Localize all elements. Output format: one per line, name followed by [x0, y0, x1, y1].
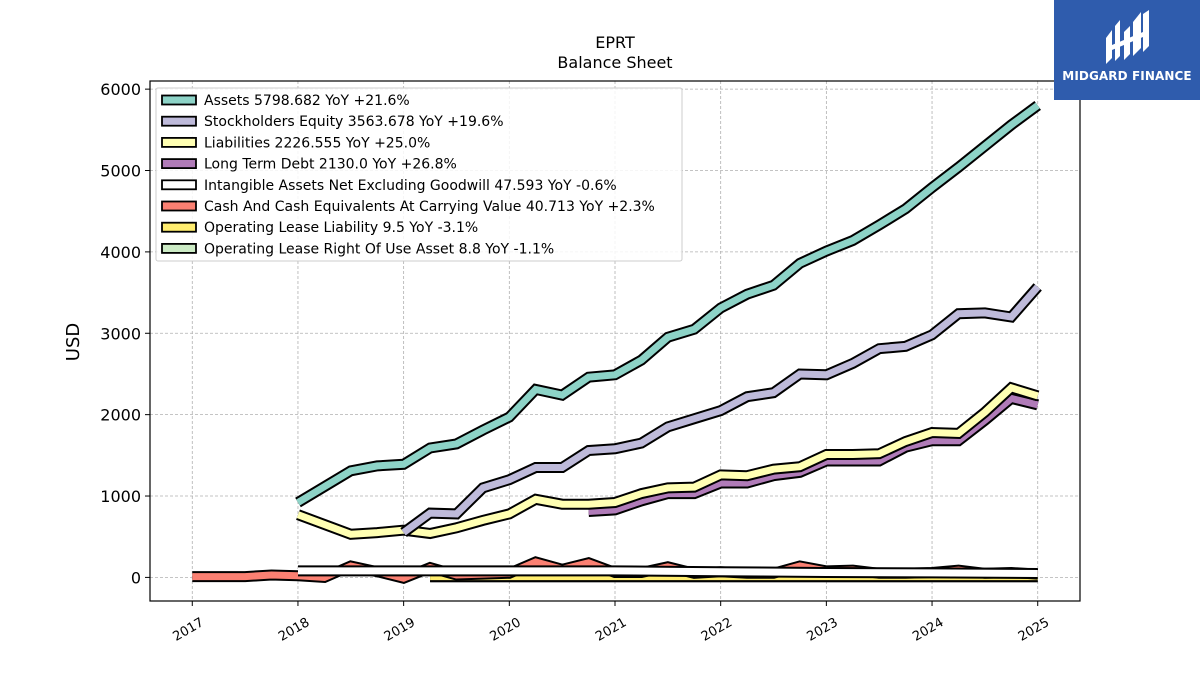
- legend-swatch: [161, 221, 197, 233]
- series-line-fill: [296, 383, 1039, 538]
- x-tick-label: 2018: [276, 615, 312, 645]
- x-tick-label: 2024: [910, 615, 946, 645]
- legend-entry: Operating Lease Liability 9.5 YoY -3.1%: [204, 220, 478, 236]
- x-tick-label: 2019: [382, 615, 418, 645]
- legend-swatch: [161, 200, 197, 212]
- x-tick-label: 2017: [170, 615, 206, 645]
- y-tick-label: 1000: [100, 487, 141, 506]
- legend-entry: Operating Lease Right Of Use Asset 8.8 Y…: [204, 241, 554, 257]
- x-tick-label: 2021: [593, 615, 629, 645]
- y-axis-label: USD: [63, 323, 84, 361]
- series-line: [296, 381, 1040, 540]
- legend-entry: Cash And Cash Equivalents At Carrying Va…: [204, 199, 655, 215]
- legend-entry: Assets 5798.682 YoY +21.6%: [204, 93, 410, 109]
- legend-swatch: [161, 115, 197, 127]
- series-line-fill: [588, 394, 1039, 515]
- brand-logo: MIDGARD FINANCE: [1054, 0, 1200, 100]
- series-line-fill: [401, 284, 1041, 536]
- legend-box: [155, 87, 683, 262]
- legend-entry: Intangible Assets Net Excluding Goodwill…: [204, 178, 617, 194]
- series-line: [400, 283, 1042, 538]
- brand-name: MIDGARD FINANCE: [1062, 69, 1192, 83]
- legend-swatch: [161, 242, 197, 254]
- series-line-fill: [298, 567, 1038, 577]
- legend-entry: Liabilities 2226.555 YoY +25.0%: [204, 135, 430, 151]
- y-tick-label: 3000: [100, 324, 141, 343]
- series-line: [295, 100, 1041, 508]
- series-lines: [192, 100, 1042, 584]
- brand-mark-icon: [1106, 10, 1149, 64]
- y-tick-label: 4000: [100, 243, 141, 262]
- legend-entry: Stockholders Equity 3563.678 YoY +19.6%: [204, 114, 504, 130]
- y-tick-label: 0: [131, 568, 141, 587]
- legend-swatch: [161, 94, 197, 106]
- series-line-fill: [296, 102, 1040, 506]
- series-line: [588, 392, 1040, 517]
- legend: Assets 5798.682 YoY +21.6% Stockholders E…: [155, 87, 683, 262]
- legend-swatch: [161, 158, 197, 170]
- x-tick-label: 2022: [699, 615, 735, 645]
- x-tick-label: 2023: [805, 615, 841, 645]
- x-tick-label: 2025: [1016, 615, 1052, 645]
- legend-swatch: [161, 179, 197, 191]
- y-tick-label: 2000: [100, 406, 141, 425]
- x-tick-label: 2020: [487, 615, 523, 645]
- y-tick-label: 5000: [100, 162, 141, 181]
- legend-swatch: [161, 136, 197, 148]
- legend-entry: Long Term Debt 2130.0 YoY +26.8%: [204, 157, 457, 173]
- y-tick-label: 6000: [100, 80, 141, 99]
- chart-subtitle: Balance Sheet: [557, 53, 672, 72]
- chart-title: EPRT: [595, 33, 635, 52]
- series-line: [298, 565, 1038, 579]
